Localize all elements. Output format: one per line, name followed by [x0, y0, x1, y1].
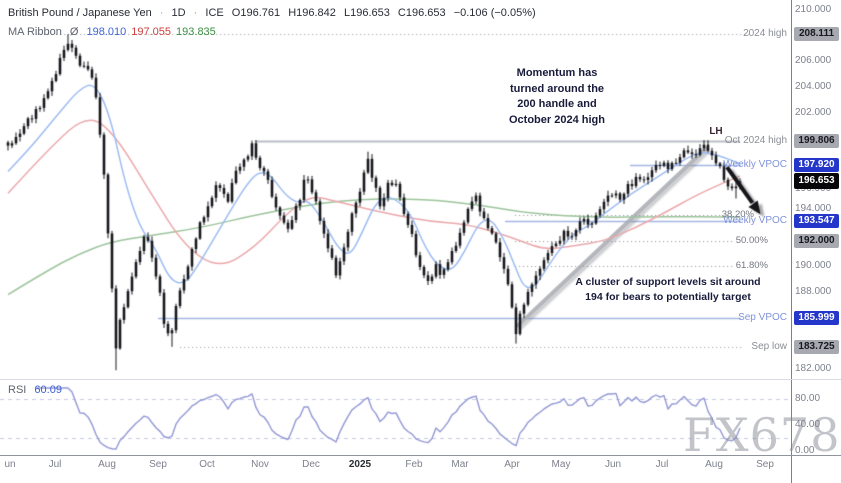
annotation-line: turned around the — [509, 82, 605, 95]
time-axis-label: Oct — [199, 459, 215, 470]
price-axis[interactable]: 210.000206.000204.000202.000196.000194.0… — [791, 0, 841, 483]
time-axis-label: Jun — [604, 459, 622, 470]
symbol-title[interactable]: British Pound / Japanese Yen — [8, 7, 152, 19]
price-tick-label: 188.000 — [795, 286, 832, 298]
pane-divider[interactable] — [0, 379, 841, 380]
time-axis-border — [0, 455, 841, 456]
rsi-tick-label: 0.00 — [795, 445, 815, 456]
annotation-line: 200 handle and — [517, 98, 597, 110]
interval-label[interactable]: 1D — [171, 7, 186, 19]
time-axis-label: un — [4, 459, 16, 470]
price-tick-label: 182.000 — [795, 362, 832, 374]
rsi-value: 60.09 — [34, 384, 62, 396]
lower-high-marker[interactable]: LH — [709, 126, 723, 137]
rsi-legend: RSI 60.09 — [8, 384, 67, 396]
time-axis-label: Dec — [302, 459, 320, 470]
legend-separator: · — [159, 7, 164, 19]
time-axis-label: Jul — [48, 459, 62, 470]
price-badge-weekly-vpoc-lower: 193.547 — [794, 213, 839, 228]
rsi-tick-label: 40.00 — [795, 419, 821, 430]
rsi-tick-label: 80.00 — [795, 393, 821, 404]
close-readout: C196.653 — [397, 7, 446, 19]
annotation-momentum[interactable]: Momentum has turned around the 200 handl… — [447, 66, 667, 128]
time-axis-label: Nov — [251, 459, 269, 470]
time-axis-label: Feb — [405, 459, 423, 470]
low-readout: L196.653 — [343, 7, 390, 19]
price-badge-high-2024: 208.111 — [794, 27, 839, 42]
price-badge-sep-vpoc: 185.999 — [794, 310, 839, 325]
ma-ribbon-values: 198.010 197.055 193.835 — [87, 26, 221, 38]
ma-ribbon-value: 193.835 — [176, 26, 216, 38]
time-axis-label: Apr — [504, 459, 520, 470]
time-axis-label: Aug — [705, 459, 723, 470]
price-badge-weekly-vpoc-upper: 197.920 — [794, 157, 839, 172]
ma-ribbon-legend: MA Ribbon Ø 198.010 197.055 193.835 — [8, 26, 221, 38]
symbol-legend: British Pound / Japanese Yen · 1D · ICE … — [8, 7, 541, 19]
annotation-line: Momentum has — [516, 67, 598, 79]
price-tick-label: 194.000 — [795, 203, 832, 215]
time-axis-label: Mar — [451, 459, 469, 470]
time-axis-label: Aug — [98, 459, 116, 470]
ma-ribbon-value: 198.010 — [86, 26, 127, 38]
legend-separator: · — [193, 7, 198, 19]
price-badge-oct-2024-high: 199.806 — [794, 133, 839, 148]
time-axis-label: Jul — [655, 459, 669, 470]
annotation-support-cluster[interactable]: A cluster of support levels sit around 1… — [503, 275, 833, 305]
price-badge-fib-50: 192.000 — [794, 233, 839, 248]
time-axis-label: May — [551, 459, 571, 470]
price-tick-label: 210.000 — [795, 4, 832, 15]
ma-ribbon-label[interactable]: MA Ribbon — [8, 26, 62, 38]
annotation-line: October 2024 high — [509, 113, 605, 126]
exchange-label: ICE — [205, 7, 224, 19]
time-axis[interactable]: un Jul Aug Sep Oct Nov Dec 2025 Feb Mar Apr May Jun J… — [0, 456, 841, 483]
rsi-label[interactable]: RSI — [8, 384, 27, 396]
time-axis-label: Sep — [149, 459, 167, 470]
time-axis-label: Sep — [756, 459, 774, 470]
time-axis-label: 2025 — [348, 459, 372, 470]
high-readout: H196.842 — [288, 7, 336, 19]
ma-ribbon-avg-symbol: Ø — [69, 26, 79, 38]
open-readout: O196.761 — [231, 7, 281, 19]
ma-ribbon-value: 197.055 — [131, 26, 172, 38]
price-tick-label: 190.000 — [795, 260, 832, 272]
price-tick-label: 204.000 — [795, 80, 832, 92]
change-readout: −0.106 (−0.05%) — [453, 7, 536, 19]
annotation-line: 194 for bears to potentially target — [585, 291, 751, 303]
price-badge-last-price: 196.653 — [794, 173, 839, 190]
price-tick-label: 202.000 — [795, 106, 832, 118]
price-tick-label: 206.000 — [795, 55, 832, 67]
annotation-line: A cluster of support levels sit around — [575, 276, 761, 288]
price-badge-sep-low: 183.725 — [794, 339, 839, 354]
